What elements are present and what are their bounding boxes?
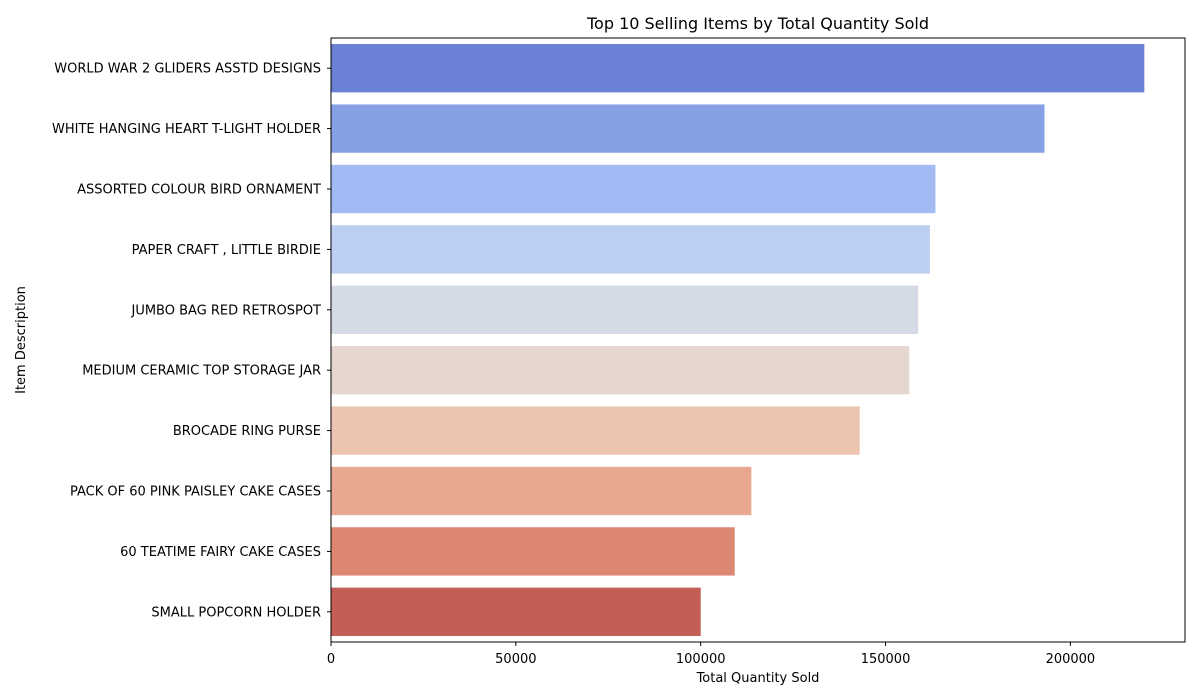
- bar: [331, 466, 752, 516]
- x-tick-label: 200000: [1046, 652, 1096, 667]
- y-axis-ticks: WORLD WAR 2 GLIDERS ASSTD DESIGNS WHITE H…: [52, 62, 331, 620]
- y-tick-label: ASSORTED COLOUR BIRD ORNAMENT: [77, 183, 321, 198]
- x-tick-label: 0: [327, 652, 335, 667]
- y-tick-label: WHITE HANGING HEART T-LIGHT HOLDER: [52, 122, 321, 137]
- y-tick-label: WORLD WAR 2 GLIDERS ASSTD DESIGNS: [54, 62, 321, 77]
- bar: [331, 587, 701, 636]
- y-tick-label: JUMBO BAG RED RETROSPOT: [130, 303, 321, 318]
- bar: [331, 104, 1045, 153]
- chart-title: Top 10 Selling Items by Total Quantity S…: [586, 14, 929, 33]
- bar: [331, 44, 1145, 93]
- bar: [331, 285, 919, 334]
- y-tick-label: 60 TEATIME FAIRY CAKE CASES: [120, 545, 321, 560]
- bars-layer: [331, 44, 1145, 636]
- y-tick-label: MEDIUM CERAMIC TOP STORAGE JAR: [82, 364, 321, 379]
- y-tick-label: BROCADE RING PURSE: [173, 424, 321, 439]
- y-tick-label: PAPER CRAFT , LITTLE BIRDIE: [132, 243, 321, 258]
- bar: [331, 346, 910, 395]
- x-tick-label: 100000: [676, 652, 726, 667]
- y-tick-label: SMALL POPCORN HOLDER: [151, 605, 321, 620]
- y-tick-label: PACK OF 60 PINK PAISLEY CAKE CASES: [70, 485, 321, 500]
- y-axis-label: Item Description: [14, 286, 29, 394]
- bar: [331, 164, 936, 214]
- x-axis-ticks: 0 50000 100000 150000 200000: [327, 642, 1095, 667]
- bar: [331, 527, 735, 576]
- x-axis-label: Total Quantity Sold: [696, 671, 820, 686]
- bar: [331, 406, 860, 455]
- x-tick-label: 150000: [861, 652, 911, 667]
- plot-frame: [330, 37, 1186, 643]
- x-tick-label: 50000: [495, 652, 536, 667]
- bar: [331, 225, 930, 274]
